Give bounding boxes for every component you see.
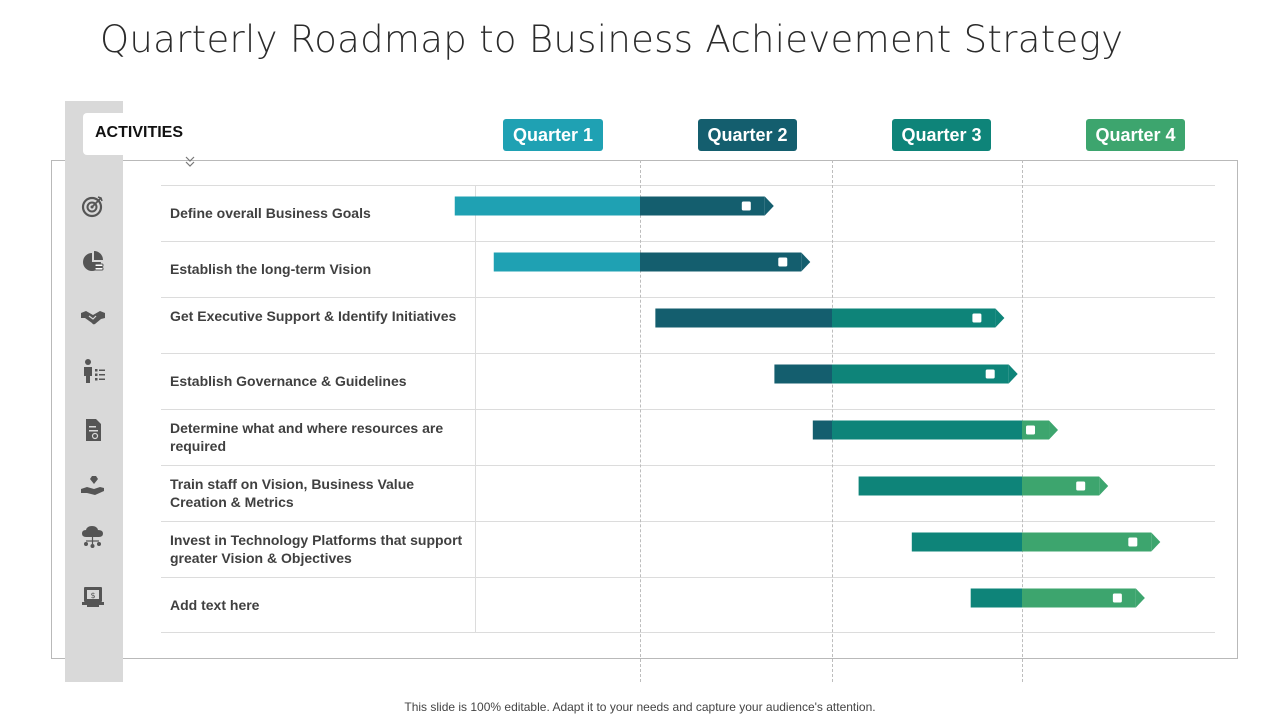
- person-checklist-icon: [84, 359, 105, 383]
- quarter-boundary: [1022, 160, 1023, 682]
- row-divider: [161, 577, 1215, 578]
- row-divider: [161, 297, 1215, 298]
- slide-title: Quarterly Roadmap to Business Achievemen…: [100, 18, 1124, 61]
- row-divider: [161, 409, 1215, 410]
- row-divider: [161, 632, 1215, 633]
- monitor-dollar-icon: $: [82, 587, 104, 607]
- row-divider: [161, 521, 1215, 522]
- activity-label: Determine what and where resources are r…: [170, 420, 444, 454]
- footer-note: This slide is 100% editable. Adapt it to…: [404, 700, 876, 714]
- row-divider: [161, 185, 1215, 186]
- activity-label: Invest in Technology Platforms that supp…: [170, 532, 463, 566]
- activities-header-box: [83, 113, 203, 155]
- label-column-divider: [475, 185, 476, 632]
- activity-label: Establish Governance & Guidelines: [170, 373, 407, 389]
- document-icon: [86, 419, 101, 441]
- hand-diamond-icon: [81, 476, 104, 495]
- quarter-boundary: [832, 160, 833, 682]
- quarter-boundary: [640, 160, 641, 682]
- activities-header: ACTIVITIES: [95, 124, 184, 141]
- row-divider: [161, 465, 1215, 466]
- quarter-2-badge: Quarter 2: [698, 119, 797, 151]
- activity-label: Establish the long-term Vision: [170, 261, 372, 277]
- double-chevron-down-icon: [185, 156, 195, 167]
- quarter-4-badge: Quarter 4: [1086, 119, 1185, 151]
- activity-label: Define overall Business Goals: [170, 205, 371, 221]
- quarter-1-badge: Quarter 1: [503, 119, 603, 151]
- activity-label: Add text here: [170, 597, 260, 613]
- target-icon: [81, 196, 103, 218]
- row-divider: [161, 241, 1215, 242]
- roadmap-frame: [51, 160, 1238, 659]
- cloud-network-icon: [82, 526, 103, 548]
- pie-chart-coins-icon: [83, 251, 104, 271]
- activity-label: Train staff on Vision, Business Value Cr…: [170, 476, 415, 510]
- quarter-3-badge: Quarter 3: [892, 119, 991, 151]
- handshake-icon: [81, 311, 105, 325]
- row-divider: [161, 353, 1215, 354]
- svg-text:$: $: [90, 591, 95, 600]
- activity-label: Get Executive Support & Identify Initiat…: [170, 308, 457, 324]
